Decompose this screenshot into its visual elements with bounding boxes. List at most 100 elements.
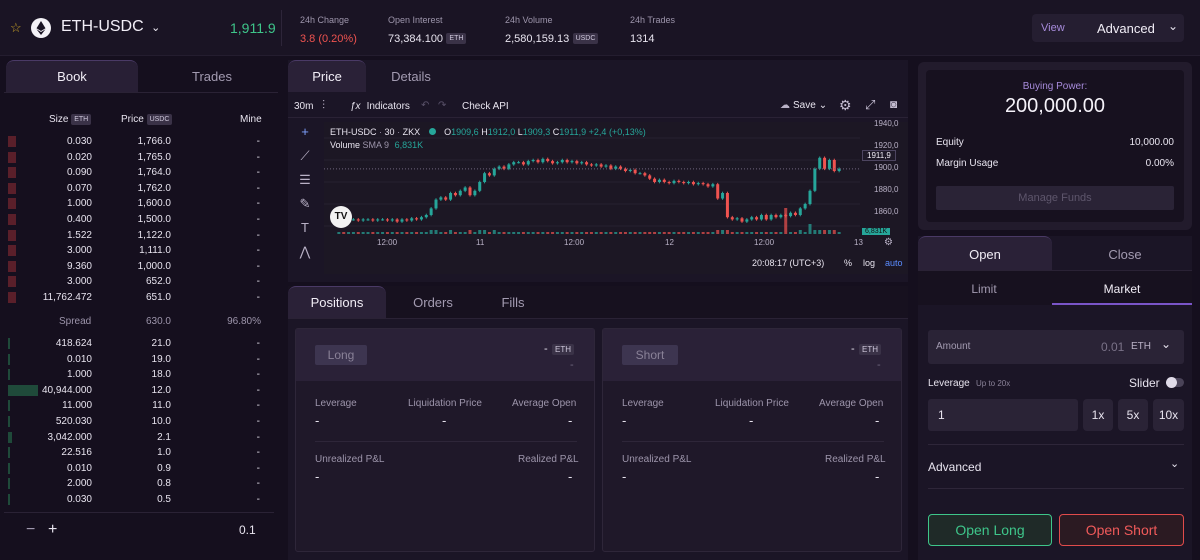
- mine-cell: -: [256, 276, 260, 288]
- text-tool-icon[interactable]: T: [301, 220, 309, 235]
- bid-row[interactable]: 0.010 19.0 -: [4, 352, 274, 368]
- ask-row[interactable]: 3.000 652.0 -: [4, 274, 274, 290]
- tab-orders[interactable]: Orders: [413, 295, 453, 310]
- legend-exchange: ZKX: [402, 127, 421, 137]
- tab-market[interactable]: Market: [1103, 282, 1141, 296]
- price-cell: 18.0: [151, 369, 171, 381]
- open-short-button[interactable]: Open Short: [1059, 514, 1184, 546]
- candle-body: [755, 217, 759, 220]
- candle-body: [813, 168, 817, 191]
- ask-row[interactable]: 1.000 1,600.0 -: [4, 196, 274, 212]
- chart-area[interactable]: ETH-USDC · 30 · ZKX O1909,6 H1912,0 L190…: [324, 119, 908, 274]
- candle-body: [711, 184, 715, 187]
- bid-row[interactable]: 418.624 21.0 -: [4, 336, 274, 352]
- candle-body: [721, 193, 725, 199]
- star-icon[interactable]: ☆: [10, 20, 22, 35]
- tab-details[interactable]: Details: [391, 69, 431, 84]
- bid-row[interactable]: 40,944.000 12.0 -: [4, 383, 274, 399]
- mine-cell: -: [256, 494, 260, 505]
- trend-line-icon[interactable]: ⟋: [300, 148, 310, 163]
- view-selector[interactable]: View Advanced ⌄: [1032, 14, 1184, 42]
- slider-toggle[interactable]: [1166, 377, 1184, 388]
- minus-icon[interactable]: −: [26, 521, 36, 538]
- manage-funds-button[interactable]: Manage Funds: [936, 186, 1174, 210]
- pair-selector[interactable]: ETH-USDC ⌄: [61, 18, 160, 36]
- chevron-down-icon[interactable]: ⌄: [1161, 337, 1172, 351]
- ask-row[interactable]: 0.020 1,765.0 -: [4, 150, 274, 166]
- ask-row[interactable]: 1.522 1,122.0 -: [4, 228, 274, 244]
- divider: [928, 444, 1184, 445]
- bid-row[interactable]: 520.030 10.0 -: [4, 414, 274, 430]
- volume-bar: [444, 232, 448, 234]
- brush-icon[interactable]: ✎: [299, 196, 311, 211]
- volume-bar: [643, 232, 647, 234]
- tab-open[interactable]: Open: [969, 247, 1001, 262]
- bid-row[interactable]: 11.000 11.0 -: [4, 398, 274, 414]
- amount-field[interactable]: Amount 0.01 ETH ⌄: [928, 330, 1184, 364]
- log-button[interactable]: log: [863, 258, 876, 268]
- gear-icon[interactable]: ⚙: [884, 237, 893, 248]
- open-long-button[interactable]: Open Long: [928, 514, 1052, 546]
- ask-row[interactable]: 3.000 1,111.0 -: [4, 243, 274, 259]
- leverage-input[interactable]: 1: [928, 399, 1078, 431]
- ask-row[interactable]: 11,762.472 651.0 -: [4, 290, 274, 306]
- ask-row[interactable]: 9.360 1,000.0 -: [4, 259, 274, 275]
- interval-button[interactable]: 30m: [294, 101, 314, 112]
- crosshair-icon[interactable]: +: [301, 124, 309, 139]
- candle-type-icon[interactable]: ⫶: [322, 98, 326, 112]
- bid-row[interactable]: 22.516 1.0 -: [4, 445, 274, 461]
- tab-trades[interactable]: Trades: [192, 69, 232, 84]
- mine-cell: -: [256, 447, 260, 459]
- fullscreen-icon[interactable]: ⤢: [865, 97, 876, 112]
- candle-body: [575, 161, 579, 164]
- leverage-10x-button[interactable]: 10x: [1153, 399, 1184, 431]
- candle-body: [492, 168, 496, 176]
- leverage-5x-button[interactable]: 5x: [1118, 399, 1148, 431]
- candle-body: [565, 160, 569, 163]
- tab-positions[interactable]: Positions: [310, 295, 364, 310]
- amount-unit: ETH: [1131, 341, 1151, 352]
- plus-icon[interactable]: +: [48, 521, 58, 538]
- candle-body: [619, 166, 623, 169]
- short-sub: -: [877, 359, 881, 371]
- ask-row[interactable]: 0.070 1,762.0 -: [4, 181, 274, 197]
- percent-button[interactable]: %: [844, 258, 853, 268]
- volume-bar: [497, 232, 501, 234]
- leverage-1x-button[interactable]: 1x: [1083, 399, 1113, 431]
- tab-book[interactable]: Book: [57, 69, 87, 84]
- volume-bar: [541, 232, 545, 234]
- bid-row[interactable]: 2.000 0.8 -: [4, 476, 274, 492]
- depth-bar: [8, 167, 16, 179]
- depth-bar: [8, 214, 16, 225]
- indicators-button[interactable]: ƒx Indicators: [350, 101, 410, 112]
- auto-button[interactable]: auto: [885, 258, 903, 268]
- volume-bar: [575, 232, 579, 234]
- tab-fills[interactable]: Fills: [501, 295, 525, 310]
- bid-row[interactable]: 3,042.000 2.1 -: [4, 430, 274, 446]
- size-cell: 11.000: [62, 400, 92, 412]
- gear-icon[interactable]: ⚙: [839, 97, 852, 113]
- bid-row[interactable]: 1.000 18.0 -: [4, 367, 274, 383]
- buying-power-value: 200,000.00: [1004, 95, 1106, 117]
- volume-bar: [502, 232, 506, 234]
- volume-bar: [823, 230, 827, 234]
- ask-row[interactable]: 0.400 1,500.0 -: [4, 212, 274, 228]
- save-button[interactable]: ☁ Save ⌄: [780, 100, 827, 111]
- tab-price[interactable]: Price: [312, 69, 342, 84]
- redo-icon[interactable]: ↷: [438, 100, 447, 111]
- ask-row[interactable]: 0.090 1,764.0 -: [4, 165, 274, 181]
- pattern-icon[interactable]: ⋀: [299, 244, 311, 259]
- check-api-button[interactable]: Check API: [462, 101, 509, 112]
- undo-icon[interactable]: ↶: [421, 100, 430, 111]
- bid-row[interactable]: 0.030 0.5 -: [4, 492, 274, 508]
- advanced-toggle[interactable]: Advanced ⌄: [928, 448, 1184, 484]
- tab-limit[interactable]: Limit: [971, 282, 997, 296]
- tab-close[interactable]: Close: [1108, 247, 1142, 262]
- rpnl-label: Realized P&L: [518, 454, 579, 465]
- bid-row[interactable]: 0.010 0.9 -: [4, 461, 274, 477]
- ask-row[interactable]: 0.030 1,766.0 -: [4, 134, 274, 150]
- camera-icon[interactable]: ◙: [890, 97, 898, 111]
- volume-bar: [560, 232, 564, 234]
- order-type-tabs: [918, 271, 1192, 305]
- fib-icon[interactable]: ☰: [299, 172, 311, 187]
